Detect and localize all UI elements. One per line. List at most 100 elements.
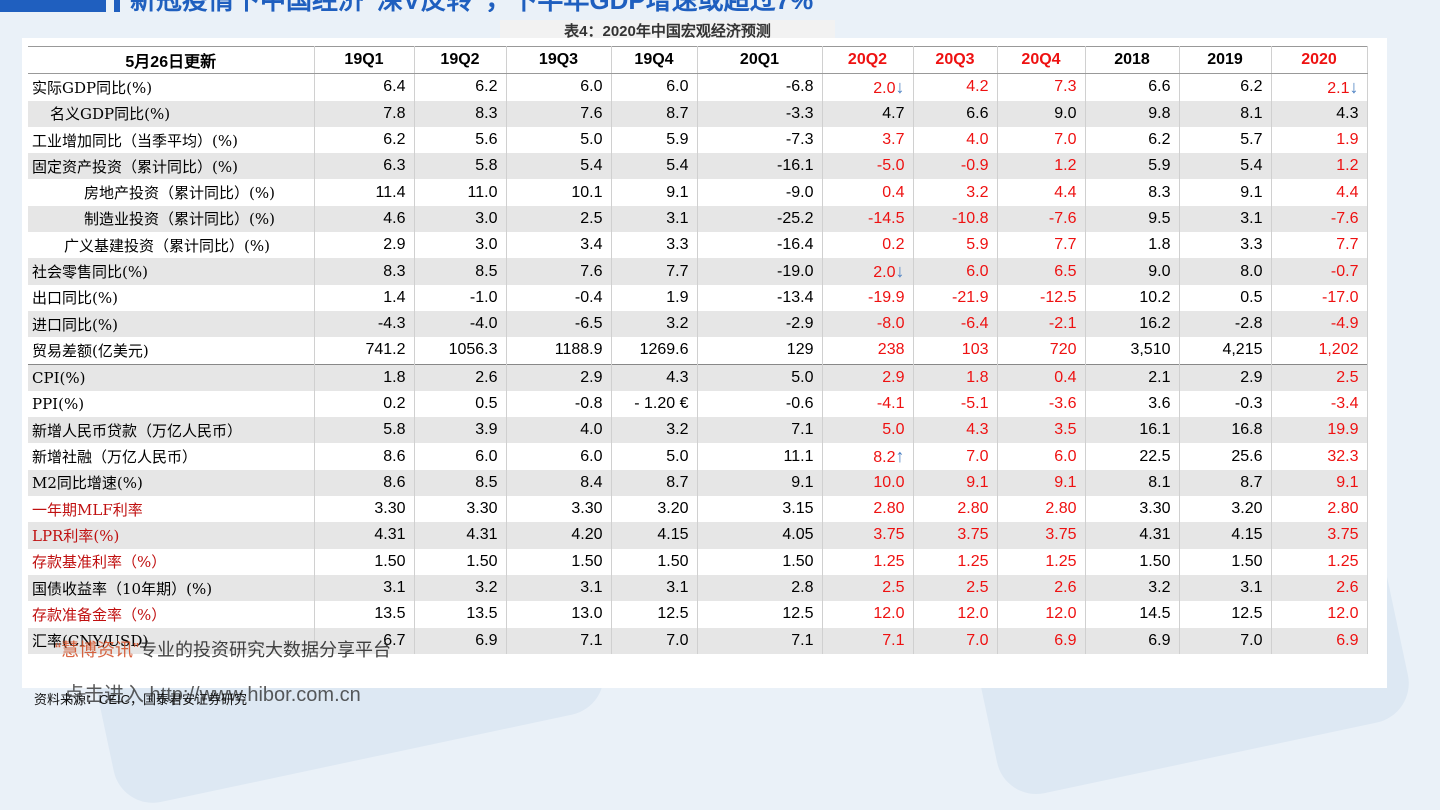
cell-prefix: - (634, 395, 645, 412)
table-cell: -3.3 (697, 100, 823, 127)
table-cell: 10.0 (822, 469, 914, 497)
table-cell: 1.2 (997, 153, 1086, 180)
table-cell: 0.5 (1179, 284, 1272, 311)
table-cell: 13.5 (314, 601, 415, 628)
table-cell: 6.2 (414, 73, 507, 101)
table-cell: 3.2 (611, 417, 698, 444)
table-cell: 3.3 (611, 232, 698, 259)
table-cell: 7.7 (611, 258, 698, 285)
table-cell: 3.75 (913, 522, 998, 549)
table-cell: 13.0 (506, 601, 612, 628)
table-cell: 3.75 (1271, 522, 1368, 549)
table-cell: 3.15 (697, 496, 823, 523)
table-cell: 129 (697, 337, 823, 365)
table-cell: 5.0 (506, 126, 612, 154)
column-header: 5月26日更新 (28, 45, 315, 75)
table-row: 制造业投资（累计同比）(%) 4.6 3.0 2.5 3.1 -25.2 -14.5 -10.… (28, 205, 1368, 233)
table-cell: 720 (997, 337, 1086, 365)
table-cell: 12.0 (997, 601, 1086, 628)
table-cell: -6.5 (506, 310, 612, 338)
table-cell: -7.6 (997, 205, 1086, 233)
table-cell: 0.4 (997, 363, 1086, 391)
table-cell: 4.31 (414, 522, 507, 549)
table-cell: -2.9 (697, 310, 823, 338)
row-label: 汇率(CNY/USD) (28, 627, 315, 654)
table-cell: 7.0 (997, 126, 1086, 154)
table-cell: -19.0 (697, 258, 823, 285)
table-cell: 7.6 (506, 258, 612, 285)
table-row: 进口同比(%) -4.3 -4.0 -6.5 3.2 -2.9 -8.0 -6.4 -2.1 16… (28, 310, 1368, 338)
table-cell: 3.20 (611, 496, 698, 523)
table-cell: 6.0 (414, 443, 507, 470)
table-cell: 0.2 (314, 390, 415, 418)
table-cell: 6.0 (611, 73, 698, 101)
table-cell: -3.6 (997, 390, 1086, 418)
table-cell: 1.25 (1271, 548, 1368, 575)
table-cell: 2.0↓ (822, 258, 914, 285)
table-body: 实际GDP同比(%) 6.4 6.2 6.0 6.0 -6.8 2.0↓ 4.2 7.3 6.6 6… (28, 73, 1368, 654)
table-cell: 3.30 (1085, 496, 1180, 523)
row-label: 社会零售同比(%) (28, 258, 315, 285)
table-cell: 2.80 (1271, 496, 1368, 523)
table-cell: 5.8 (414, 153, 507, 180)
table-cell: 6.9 (1271, 627, 1368, 654)
row-label: LPR利率(%) (28, 522, 315, 549)
table-cell: -10.8 (913, 205, 998, 233)
table-cell: 2.5 (506, 205, 612, 233)
table-cell: 3.2 (611, 310, 698, 338)
arrow-down-icon: ↓ (895, 261, 905, 282)
table-title: 表4：2020年中国宏观经济预测 (500, 20, 835, 40)
table-cell: -0.4 (506, 284, 612, 311)
table-cell: 2.80 (913, 496, 998, 523)
table-cell: 12.0 (1271, 601, 1368, 628)
table-cell: 1056.3 (414, 337, 507, 365)
table-cell: 32.3 (1271, 443, 1368, 470)
row-label: 存款基准利率（%） (28, 548, 315, 575)
table-cell: 2.6 (1271, 574, 1368, 602)
table-cell: 1.50 (1085, 548, 1180, 575)
table-cell: 8.4 (506, 469, 612, 497)
table-cell: 8.3 (414, 100, 507, 127)
table-cell: 8.6 (314, 469, 415, 497)
table-cell: 8.5 (414, 258, 507, 285)
table-cell: -0.9 (913, 153, 998, 180)
table-cell: 9.0 (1085, 258, 1180, 285)
table-cell: 2.6 (414, 363, 507, 391)
row-label: 国债收益率（10年期）(%) (28, 574, 315, 602)
table-cell: 9.1 (997, 469, 1086, 497)
table-cell: 12.5 (1179, 601, 1272, 628)
table-cell: 3.2 (1085, 574, 1180, 602)
table-cell: 6.0 (997, 443, 1086, 470)
table-cell: 3.6 (1085, 390, 1180, 418)
table-cell: 16.1 (1085, 417, 1180, 444)
table-cell: 9.1 (611, 179, 698, 206)
table-cell: 1.25 (913, 548, 998, 575)
table-cell: -12.5 (997, 284, 1086, 311)
macro-forecast-table: 5月26日更新 19Q1 19Q2 19Q3 19Q4 20Q1 20Q2 20Q3 20Q4 2… (28, 45, 1368, 654)
table-cell: 2.80 (822, 496, 914, 523)
table-cell: 7.7 (1271, 232, 1368, 259)
watermark-link[interactable]: 点击进入 http://www.hibor.com.cn (64, 684, 361, 706)
table-cell: 8.2↑ (822, 443, 914, 470)
table-cell: 7.8 (314, 100, 415, 127)
table-cell: 0.5 (414, 390, 507, 418)
table-cell: 25.6 (1179, 443, 1272, 470)
table-cell: 1.8 (314, 363, 415, 391)
table-row: 汇率(CNY/USD) 6.7 6.9 7.1 7.0 7.1 7.1 7.0 6.9 6.9 7.… (28, 627, 1368, 654)
table-cell: 5.9 (1085, 153, 1180, 180)
table-cell: 9.8 (1085, 100, 1180, 127)
table-cell: 3,510 (1085, 337, 1180, 365)
table-cell: -13.4 (697, 284, 823, 311)
table-cell: 6.5 (997, 258, 1086, 285)
table-cell: 4.4 (997, 179, 1086, 206)
table-row: 贸易差额(亿美元) 741.2 1056.3 1188.9 1269.6 129 238 10… (28, 337, 1368, 365)
table-cell: -4.0 (414, 310, 507, 338)
table-cell: 3.2 (414, 574, 507, 602)
table-cell: 8.6 (314, 443, 415, 470)
table-cell: 5.4 (506, 153, 612, 180)
headline-marker (114, 0, 120, 12)
table-cell: 9.1 (913, 469, 998, 497)
column-header: 2019 (1179, 45, 1272, 75)
table-cell: 1.8 (1085, 232, 1180, 259)
table-cell: 8.7 (611, 100, 698, 127)
